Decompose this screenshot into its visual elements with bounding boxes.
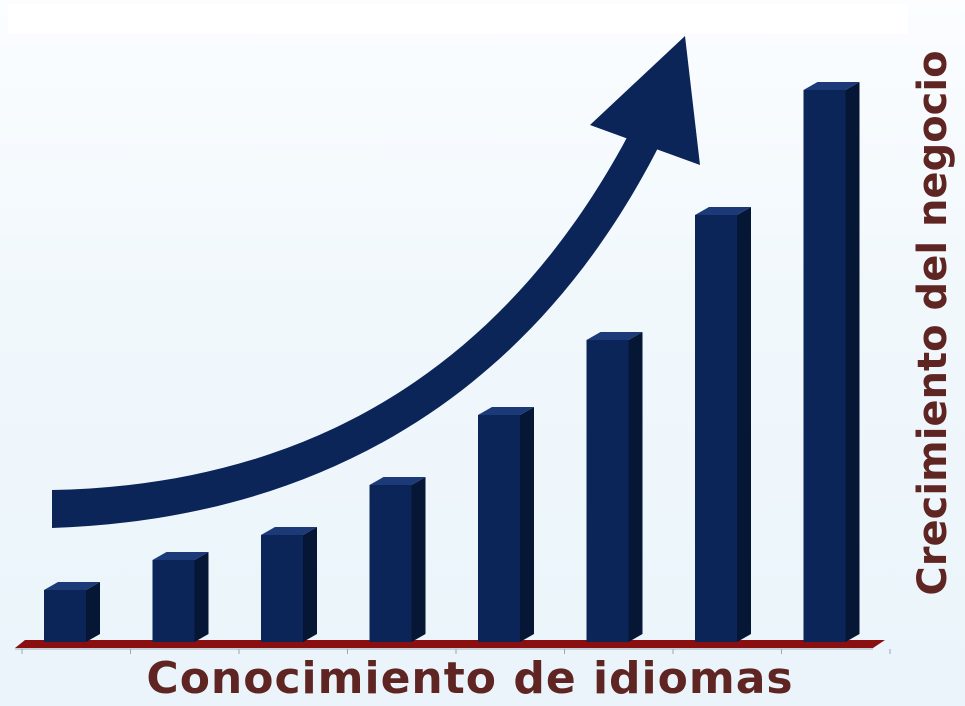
top-strip (8, 4, 908, 34)
bar (261, 527, 317, 642)
bar (478, 407, 534, 642)
arrow-shaft (52, 128, 662, 528)
bar-side (628, 332, 643, 642)
bar-side (303, 527, 317, 642)
bar (586, 332, 643, 642)
bar-front (803, 90, 846, 642)
bar-front (695, 215, 737, 642)
bar-side (737, 207, 751, 642)
bar (803, 82, 860, 642)
bar-top (695, 207, 751, 215)
bar-side (194, 552, 209, 642)
bar-front (261, 535, 303, 642)
bars (44, 82, 860, 642)
bar-front (369, 485, 412, 642)
bar-top (44, 582, 100, 590)
bar-side (845, 82, 860, 642)
y-axis-label: Crecimiento del negocio (910, 50, 956, 596)
bar-side (411, 477, 426, 642)
bar-front (152, 560, 195, 642)
arrow-head (590, 36, 700, 165)
bar-front (586, 340, 629, 642)
x-axis-label: Conocimiento de idiomas (146, 653, 794, 704)
bar-top (803, 82, 860, 90)
bar (369, 477, 426, 642)
axis-base (15, 640, 891, 654)
bar-side (86, 582, 100, 642)
bar-top (369, 477, 426, 485)
axis-base-floor (15, 640, 885, 648)
bar-top (261, 527, 317, 535)
bar (695, 207, 751, 642)
bar (44, 582, 100, 642)
bar-top (152, 552, 209, 560)
bar-side (520, 407, 534, 642)
bar-front (44, 590, 86, 642)
bar (152, 552, 209, 642)
bar-front (478, 415, 520, 642)
bar-top (586, 332, 643, 340)
bar-top (478, 407, 534, 415)
growth-trend-arrow (52, 36, 700, 528)
